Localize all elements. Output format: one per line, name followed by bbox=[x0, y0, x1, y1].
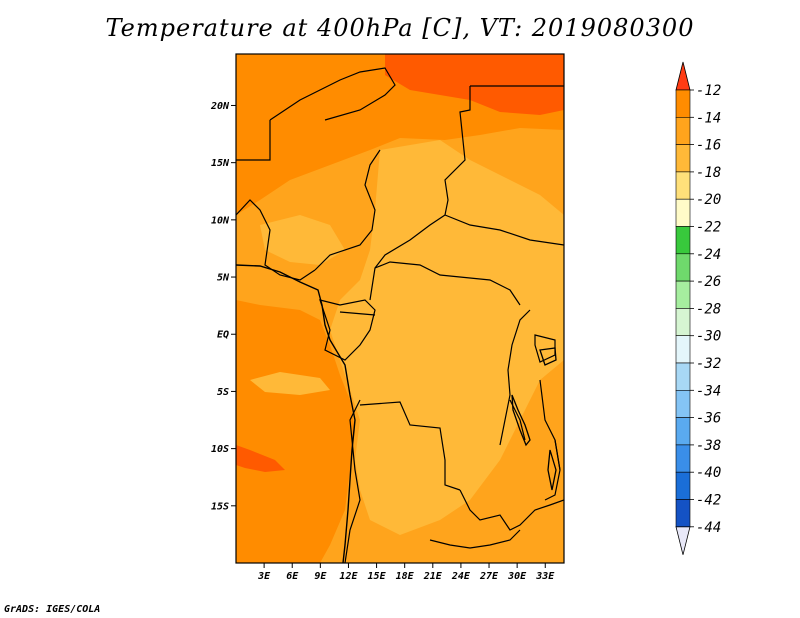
lat-tick-label: 15S bbox=[211, 501, 229, 512]
colorbar-segment bbox=[675, 144, 691, 173]
colorbar-label: -34 bbox=[696, 383, 721, 399]
lon-tick-label: 18E bbox=[396, 571, 415, 582]
lon-tick-label: 27E bbox=[479, 571, 499, 582]
grads-credit: GrADS: IGES/COLA bbox=[4, 604, 101, 615]
temperature-field bbox=[236, 54, 564, 563]
colorbar-segment bbox=[675, 444, 691, 473]
colorbar-label: -38 bbox=[696, 438, 721, 454]
lat-tick-label: 5N bbox=[217, 273, 230, 284]
colorbar-label: -12 bbox=[696, 83, 721, 99]
colorbar-segment bbox=[675, 253, 691, 282]
map-frame bbox=[235, 53, 565, 564]
lat-tick-label: 10N bbox=[211, 215, 230, 226]
colorbar-label: -24 bbox=[696, 247, 721, 263]
lat-tick-label: 20N bbox=[210, 101, 230, 112]
field-hot-region bbox=[236, 54, 564, 472]
map-title: Temperature at 400hPa [C], VT: 201908030… bbox=[105, 14, 695, 42]
colorbar-label: -20 bbox=[696, 192, 721, 208]
longitude-axis: 3E 6E 9E 12E 15E 18E 21E 24E 27E 30E 33E bbox=[257, 563, 555, 582]
colorbar-segment bbox=[675, 226, 691, 255]
country-borders bbox=[236, 67, 564, 563]
colorbar-top-arrow bbox=[675, 61, 691, 91]
colorbar-segment bbox=[675, 308, 691, 336]
lon-tick-label: 24E bbox=[451, 571, 471, 582]
colorbar-segment bbox=[675, 389, 691, 418]
colorbar-segment bbox=[675, 335, 691, 364]
colorbar-label: -28 bbox=[696, 301, 721, 317]
latitude-axis: 20N 15N 10N 5N EQ 5S 10S 15S bbox=[210, 101, 236, 512]
colorbar-label: -14 bbox=[696, 110, 721, 126]
field-warm-region bbox=[236, 54, 564, 563]
colorbar-label: -18 bbox=[696, 165, 721, 181]
lon-tick-label: 6E bbox=[286, 571, 299, 582]
coastline bbox=[236, 264, 356, 563]
colorbar-segment bbox=[675, 171, 691, 200]
colorbar-segment bbox=[675, 417, 691, 446]
field-light-region bbox=[250, 140, 564, 535]
colorbar-segment bbox=[675, 198, 691, 227]
colorbar-label: -40 bbox=[696, 465, 721, 481]
colorbar-segment bbox=[675, 499, 691, 528]
lon-tick-label: 15E bbox=[368, 571, 387, 582]
lat-tick-label: 5S bbox=[217, 387, 229, 398]
colorbar-label: -36 bbox=[696, 411, 721, 427]
lakes bbox=[511, 347, 557, 491]
colorbar-label: -32 bbox=[696, 356, 721, 372]
colorbar-segment bbox=[675, 89, 691, 118]
colorbar: -12 -14 -16 -18 -20 -22 -24 -26 -28 -30 -32 -34 -36 -… bbox=[675, 61, 721, 555]
lon-tick-label: 21E bbox=[423, 571, 443, 582]
colorbar-label: -42 bbox=[696, 493, 721, 509]
lon-tick-label: 33E bbox=[535, 571, 555, 582]
colorbar-bottom-arrow bbox=[675, 526, 691, 555]
lat-tick-label: EQ bbox=[217, 330, 229, 341]
colorbar-segment bbox=[675, 117, 691, 145]
lon-tick-label: 30E bbox=[507, 571, 527, 582]
lon-tick-label: 3E bbox=[257, 571, 271, 582]
colorbar-segment bbox=[675, 280, 691, 309]
colorbar-label: -16 bbox=[696, 138, 721, 154]
lon-tick-label: 12E bbox=[339, 571, 358, 582]
lon-tick-label: 9E bbox=[314, 571, 327, 582]
colorbar-label: -44 bbox=[696, 520, 721, 536]
colorbar-segment bbox=[675, 362, 691, 391]
colorbar-label: -26 bbox=[696, 274, 721, 290]
colorbar-segment bbox=[675, 471, 691, 500]
lat-tick-label: 15N bbox=[211, 158, 230, 169]
lat-tick-label: 10S bbox=[211, 444, 229, 455]
colorbar-label: -30 bbox=[696, 329, 721, 345]
colorbar-label: -22 bbox=[696, 220, 721, 236]
